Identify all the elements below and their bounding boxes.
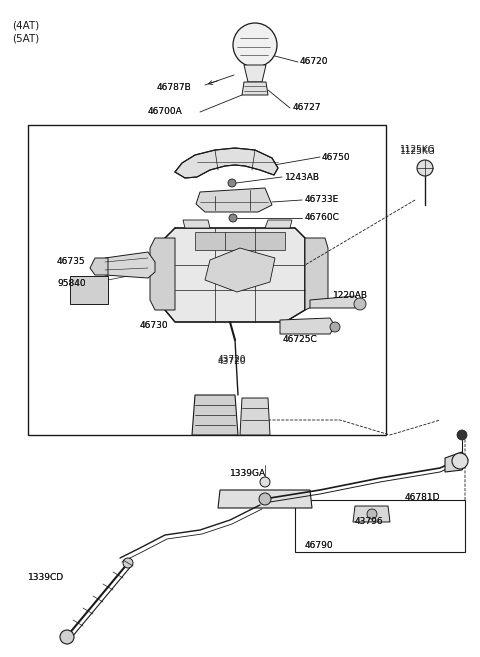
Text: 46781D: 46781D bbox=[405, 493, 441, 503]
Polygon shape bbox=[353, 506, 390, 522]
Text: 46750: 46750 bbox=[322, 152, 350, 162]
Text: 43720: 43720 bbox=[218, 357, 247, 367]
Text: 46700A: 46700A bbox=[148, 108, 183, 116]
Text: 46750: 46750 bbox=[322, 152, 350, 162]
Bar bbox=[195, 232, 285, 250]
Circle shape bbox=[233, 23, 277, 67]
Text: 46727: 46727 bbox=[293, 104, 322, 112]
Text: 46725C: 46725C bbox=[283, 336, 318, 344]
Bar bbox=[70, 276, 108, 304]
Polygon shape bbox=[305, 238, 328, 310]
Polygon shape bbox=[280, 318, 335, 334]
Text: 46760C: 46760C bbox=[305, 214, 340, 223]
Polygon shape bbox=[445, 452, 468, 472]
Text: 46725C: 46725C bbox=[283, 336, 318, 344]
Polygon shape bbox=[175, 148, 278, 178]
Text: 46790: 46790 bbox=[305, 541, 334, 549]
Circle shape bbox=[229, 214, 237, 222]
Text: 1339CD: 1339CD bbox=[28, 572, 64, 581]
Text: 46700A: 46700A bbox=[148, 108, 183, 116]
Polygon shape bbox=[105, 252, 155, 278]
Polygon shape bbox=[192, 395, 238, 435]
Text: 46760C: 46760C bbox=[305, 214, 340, 223]
Text: 46735: 46735 bbox=[57, 256, 85, 265]
Text: 1339CD: 1339CD bbox=[28, 572, 64, 581]
Circle shape bbox=[417, 160, 433, 176]
Bar bbox=[28, 125, 386, 435]
Circle shape bbox=[60, 630, 74, 644]
Polygon shape bbox=[244, 65, 266, 82]
Text: 1125KG: 1125KG bbox=[400, 148, 436, 156]
Text: 46727: 46727 bbox=[293, 104, 322, 112]
Polygon shape bbox=[205, 248, 275, 292]
Text: 46781D: 46781D bbox=[405, 493, 441, 503]
Circle shape bbox=[259, 493, 271, 505]
Text: 46733E: 46733E bbox=[305, 196, 339, 204]
Text: 1339GA: 1339GA bbox=[230, 468, 266, 478]
Text: 43720: 43720 bbox=[218, 355, 247, 365]
Text: 46730: 46730 bbox=[140, 321, 168, 330]
Polygon shape bbox=[310, 296, 360, 308]
Circle shape bbox=[260, 477, 270, 487]
Polygon shape bbox=[165, 228, 305, 322]
Text: 95840: 95840 bbox=[57, 279, 85, 288]
Circle shape bbox=[452, 453, 468, 469]
Text: 46735: 46735 bbox=[57, 256, 85, 265]
Polygon shape bbox=[218, 490, 312, 508]
Circle shape bbox=[228, 179, 236, 187]
Text: 43796: 43796 bbox=[355, 518, 384, 526]
Polygon shape bbox=[183, 220, 210, 228]
Polygon shape bbox=[265, 220, 292, 228]
Text: 43796: 43796 bbox=[355, 518, 384, 526]
Text: 46733E: 46733E bbox=[305, 196, 339, 204]
Text: 1220AB: 1220AB bbox=[333, 290, 368, 300]
Circle shape bbox=[367, 509, 377, 519]
Text: 46787B: 46787B bbox=[157, 83, 192, 91]
Bar bbox=[295, 500, 465, 552]
Text: 46730: 46730 bbox=[140, 321, 168, 330]
Polygon shape bbox=[242, 82, 268, 95]
Text: 1243AB: 1243AB bbox=[285, 173, 320, 181]
Circle shape bbox=[330, 322, 340, 332]
Polygon shape bbox=[196, 188, 272, 212]
Text: 46787B: 46787B bbox=[157, 83, 192, 91]
Text: 46720: 46720 bbox=[300, 58, 328, 66]
Text: (4AT)
(5AT): (4AT) (5AT) bbox=[12, 20, 39, 43]
Text: 95840: 95840 bbox=[57, 279, 85, 288]
Text: 1243AB: 1243AB bbox=[285, 173, 320, 181]
Circle shape bbox=[457, 430, 467, 440]
Text: 1125KG: 1125KG bbox=[400, 145, 436, 154]
Text: 46790: 46790 bbox=[305, 541, 334, 549]
Text: 46720: 46720 bbox=[300, 58, 328, 66]
Text: 1339GA: 1339GA bbox=[230, 468, 266, 478]
Polygon shape bbox=[90, 258, 108, 275]
Text: 1220AB: 1220AB bbox=[333, 290, 368, 300]
Circle shape bbox=[354, 298, 366, 310]
Polygon shape bbox=[150, 238, 175, 310]
Circle shape bbox=[123, 558, 133, 568]
Polygon shape bbox=[240, 398, 270, 435]
